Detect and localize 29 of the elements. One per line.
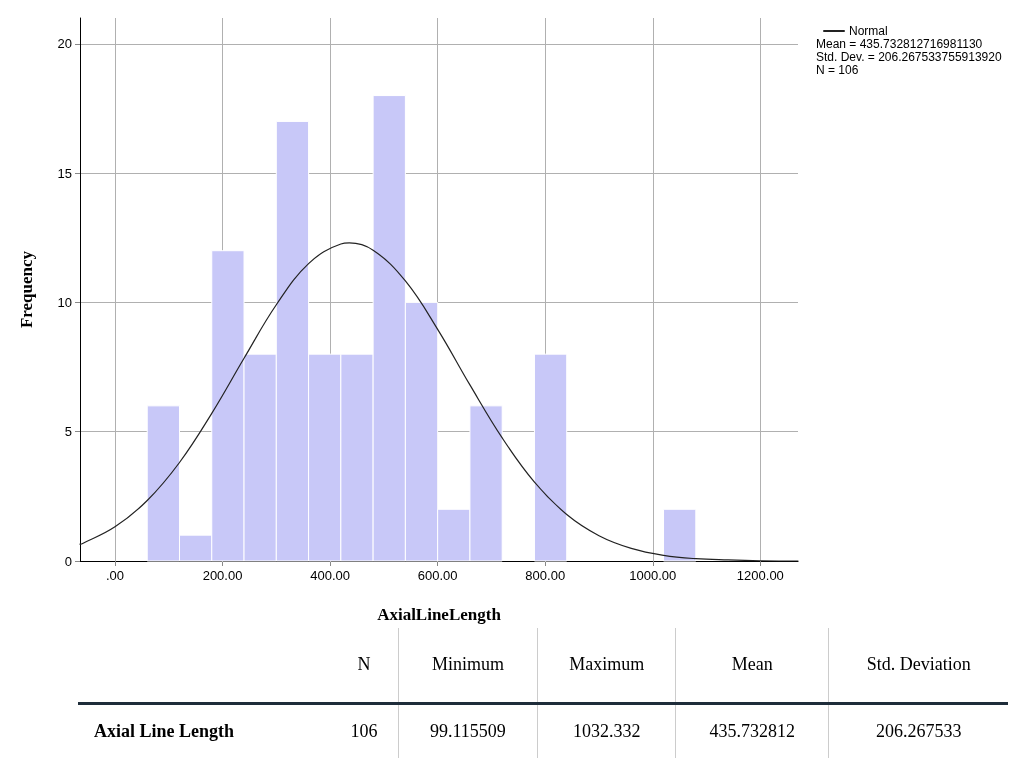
y-tick-label: 0 xyxy=(64,553,72,569)
text: Mean = 435.732812716981130 xyxy=(816,37,983,51)
text: 206.267533 xyxy=(828,703,1008,758)
text: Minimum xyxy=(398,628,538,703)
y-tick-label: 5 xyxy=(64,424,72,440)
text: 1032.332 xyxy=(537,703,676,758)
text: N = 106 xyxy=(816,63,859,77)
text: Std. Dev. = 206.267533755913920 xyxy=(816,50,1002,64)
y-tick-label: 15 xyxy=(57,165,72,181)
text: 99.115509 xyxy=(398,703,538,758)
text: Axial Line Length xyxy=(93,719,236,743)
x-tick-label: 600.00 xyxy=(417,568,458,583)
x-tick-label: 1200.00 xyxy=(736,568,784,583)
x-tick-label: 1000.00 xyxy=(629,568,677,583)
text: Mean xyxy=(675,628,829,703)
x-tick-label: .00 xyxy=(105,568,124,583)
x-tick-label: 400.00 xyxy=(310,568,350,583)
x-tick-label: 200.00 xyxy=(202,568,243,583)
x-tick-label: 800.00 xyxy=(525,568,566,583)
text: 106 xyxy=(349,719,379,743)
y-tick-label: 10 xyxy=(57,294,72,310)
text: N xyxy=(356,653,372,677)
y-tick-label: 20 xyxy=(57,36,72,52)
text: Std. Deviation xyxy=(828,628,1008,703)
x-axis-title: AxialLineLength xyxy=(377,605,502,624)
y-axis-title: Frequency xyxy=(17,250,36,329)
text: Maximum xyxy=(537,628,676,703)
text: 435.732812 xyxy=(675,703,829,758)
legend-label: Normal xyxy=(849,24,888,38)
